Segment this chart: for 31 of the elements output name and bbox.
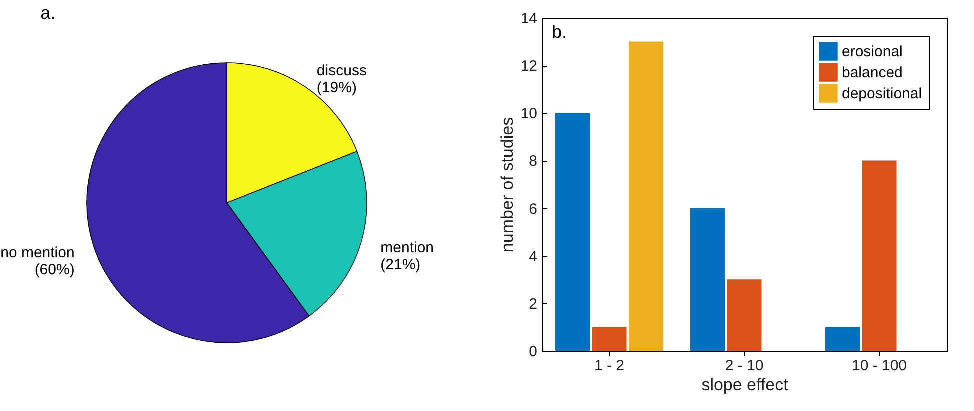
- y-axis-title: number of studies: [498, 117, 517, 253]
- bar: [592, 327, 627, 351]
- bar: [628, 42, 664, 351]
- bar: [556, 113, 590, 351]
- data-label: (21%): [380, 256, 421, 274]
- y-tick-label: 4: [529, 248, 538, 266]
- y-tick-label: 6: [529, 200, 538, 218]
- y-tick-label: 12: [520, 58, 538, 76]
- bar: [826, 327, 860, 351]
- bar: [690, 208, 726, 351]
- legend-label: balanced: [842, 64, 903, 82]
- chart-title: a.: [40, 3, 56, 23]
- x-tick-label: 1 - 2: [594, 358, 625, 374]
- slice-label: mention: [380, 240, 434, 257]
- y-tick-label: 14: [520, 10, 538, 28]
- slice-label: discuss: [316, 62, 367, 80]
- y-tick-label: 8: [529, 153, 538, 170]
- y-tick-label: 2: [529, 296, 538, 313]
- y-tick-label: 10: [520, 106, 538, 123]
- x-axis-title: slope effect: [702, 376, 789, 394]
- slice-label: no mention: [0, 244, 75, 262]
- x-tick-label: 10 - 100: [852, 358, 908, 374]
- bar: [862, 160, 897, 351]
- legend-label: erosional: [842, 44, 903, 60]
- bar: [727, 280, 762, 351]
- data-label: (19%): [316, 80, 357, 97]
- x-tick-label: 2 - 10: [725, 358, 764, 374]
- legend-label: depositional: [842, 86, 922, 102]
- y-tick-label: 0: [529, 344, 538, 360]
- data-label: (60%): [34, 261, 75, 278]
- chart-title: b.: [552, 22, 568, 42]
